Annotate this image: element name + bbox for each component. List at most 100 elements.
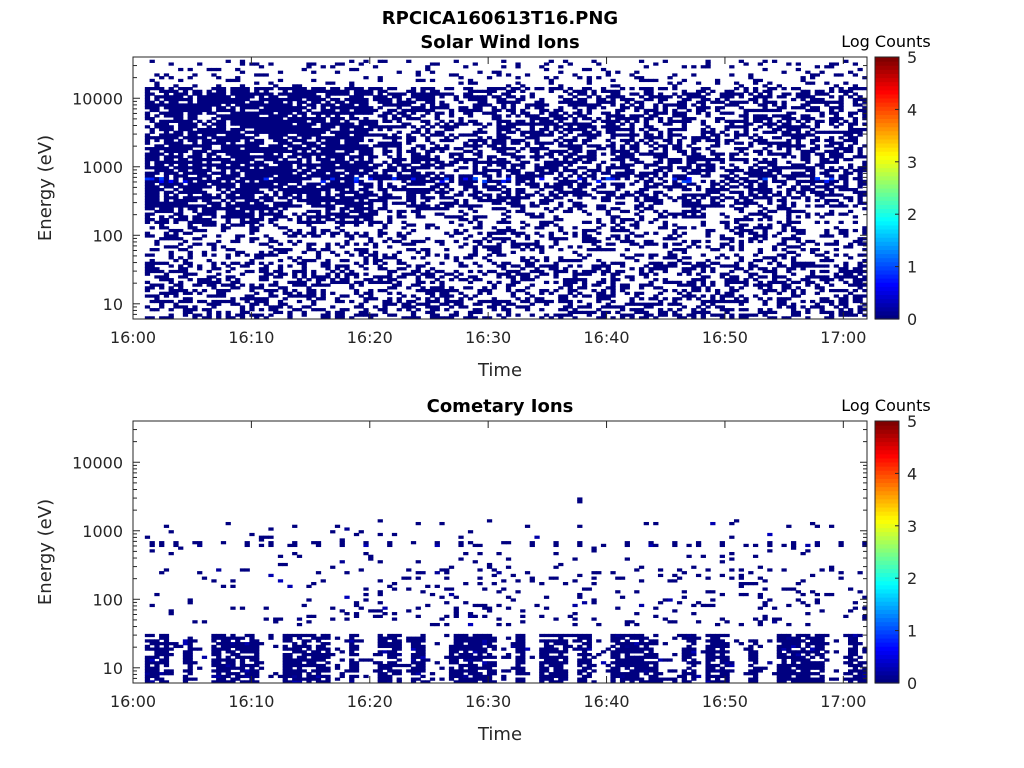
heatmap-cell xyxy=(453,302,459,306)
heatmap-cell xyxy=(311,171,317,175)
heatmap-cell xyxy=(586,157,592,162)
heatmap-cell xyxy=(482,100,488,104)
heatmap-cell xyxy=(467,157,474,162)
heatmap-cell xyxy=(501,196,507,200)
heatmap-cell xyxy=(482,215,488,219)
heatmap-cell xyxy=(353,313,360,317)
heatmap-cell xyxy=(391,138,398,143)
heatmap-cell xyxy=(638,215,645,219)
heatmap-cell xyxy=(206,155,212,159)
heatmap-cell xyxy=(235,97,241,102)
heatmap-cell xyxy=(363,119,369,123)
heatmap-cell xyxy=(320,130,326,134)
heatmap-cell xyxy=(496,196,502,200)
heatmap-cell xyxy=(197,108,203,113)
heatmap-cell xyxy=(282,163,288,167)
heatmap-cell xyxy=(558,188,564,192)
heatmap-cell xyxy=(187,179,193,184)
heatmap-cell xyxy=(467,133,474,137)
heatmap-cell xyxy=(268,103,274,107)
heatmap-cell xyxy=(349,316,355,320)
heatmap-cell xyxy=(377,76,383,80)
heatmap-cell xyxy=(268,283,274,287)
heatmap-cell xyxy=(558,108,564,113)
heatmap-cell xyxy=(149,193,155,197)
heatmap-cell xyxy=(211,182,217,186)
heatmap-cell xyxy=(368,185,374,189)
heatmap-cell xyxy=(539,272,545,276)
heatmap-cell xyxy=(315,133,322,137)
heatmap-cell xyxy=(187,226,193,230)
heatmap-cell xyxy=(154,171,160,175)
heatmap-cell xyxy=(149,283,155,287)
heatmap-cell xyxy=(420,272,426,276)
heatmap-cell xyxy=(230,248,236,252)
heatmap-cell xyxy=(672,157,678,162)
heatmap-cell xyxy=(230,160,236,164)
heatmap-cell xyxy=(429,78,436,83)
heatmap-cell xyxy=(657,119,664,123)
heatmap-cell xyxy=(220,245,227,249)
heatmap-cell xyxy=(520,305,526,309)
heatmap-cell xyxy=(420,155,426,159)
heatmap-cell xyxy=(662,193,668,197)
heatmap-cell xyxy=(600,111,607,115)
heatmap-cell xyxy=(477,100,483,104)
heatmap-cell xyxy=(372,220,379,224)
heatmap-cell xyxy=(192,242,198,246)
heatmap-cell xyxy=(168,152,174,156)
heatmap-cell xyxy=(311,87,317,91)
heatmap-cell xyxy=(178,242,184,246)
heatmap-cell xyxy=(377,196,383,200)
heatmap-cell xyxy=(558,149,564,154)
heatmap-cell xyxy=(230,174,236,178)
heatmap-cell xyxy=(339,130,345,134)
heatmap-cell xyxy=(586,269,592,274)
heatmap-cell xyxy=(387,196,393,200)
heatmap-cell xyxy=(235,160,241,164)
heatmap-cell xyxy=(520,299,526,304)
heatmap-cell xyxy=(182,258,189,263)
heatmap-cell xyxy=(505,228,512,233)
heatmap-cell xyxy=(254,256,260,260)
heatmap-cell xyxy=(268,130,274,134)
heatmap-cell xyxy=(187,155,193,159)
heatmap-cell xyxy=(458,302,464,306)
heatmap-cell xyxy=(558,204,564,208)
heatmap-cell xyxy=(477,220,483,224)
heatmap-cell xyxy=(163,278,170,282)
heatmap-cell xyxy=(510,201,516,205)
heatmap-cell xyxy=(657,264,664,268)
heatmap-cell xyxy=(638,193,645,197)
heatmap-cell xyxy=(643,87,649,91)
heatmap-cell xyxy=(387,313,393,317)
heatmap-cell xyxy=(648,283,654,287)
heatmap-cell xyxy=(268,127,274,132)
heatmap-cell xyxy=(239,149,246,154)
heatmap-cell xyxy=(605,125,611,129)
heatmap-cell xyxy=(173,155,179,159)
heatmap-cell xyxy=(292,272,298,276)
heatmap-cell xyxy=(144,103,151,107)
heatmap-cell xyxy=(192,182,198,186)
heatmap-cell xyxy=(543,272,550,276)
heatmap-cell xyxy=(159,144,165,148)
heatmap-cell xyxy=(368,160,374,164)
heatmap-cell xyxy=(339,212,345,216)
heatmap-cell xyxy=(254,106,260,110)
heatmap-cell xyxy=(144,294,151,298)
heatmap-cell xyxy=(334,275,341,279)
heatmap-cell xyxy=(249,174,255,178)
heatmap-cell xyxy=(434,166,440,170)
heatmap-cell xyxy=(273,185,279,189)
heatmap-cell xyxy=(520,231,526,235)
heatmap-cell xyxy=(562,190,569,194)
heatmap-cell xyxy=(477,264,483,268)
heatmap-cell xyxy=(258,201,265,205)
heatmap-cell xyxy=(486,122,493,126)
heatmap-cell xyxy=(349,269,355,274)
heatmap-cell xyxy=(657,313,664,317)
heatmap-cell xyxy=(491,237,497,241)
heatmap-cell xyxy=(406,168,412,173)
heatmap-cell xyxy=(330,92,336,96)
